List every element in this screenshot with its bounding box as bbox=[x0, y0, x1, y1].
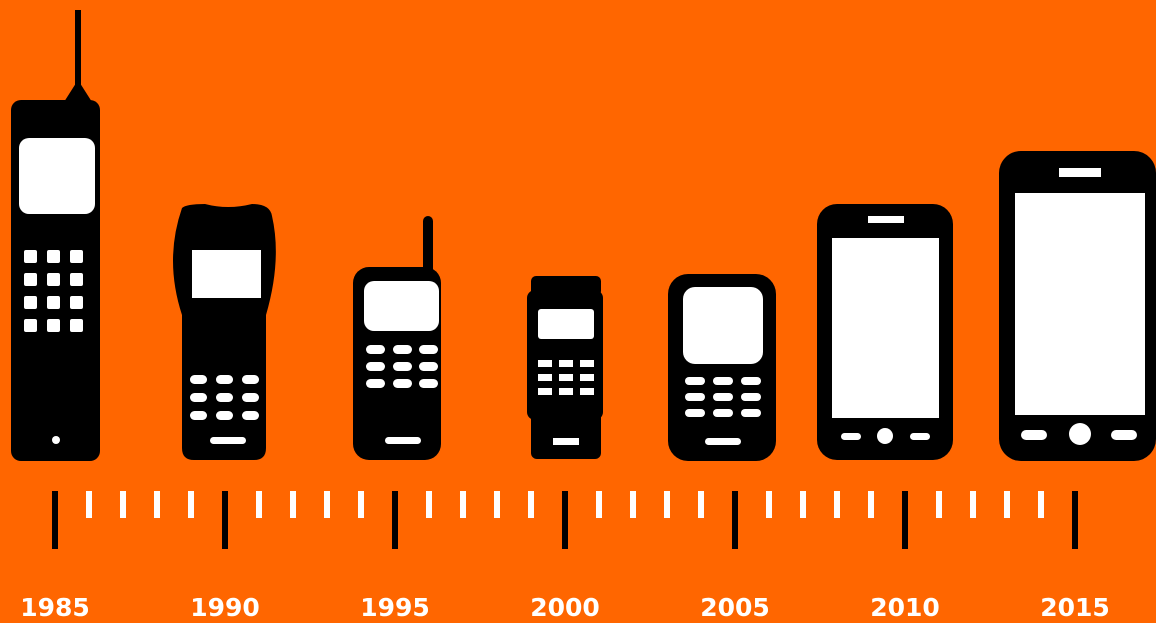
year-label: 2000 bbox=[530, 593, 600, 622]
major-tick bbox=[392, 491, 398, 549]
minor-tick bbox=[834, 491, 840, 518]
smartphone-icon bbox=[817, 204, 953, 460]
major-tick bbox=[1072, 491, 1078, 549]
minor-tick bbox=[936, 491, 942, 518]
handheld-phone-icon bbox=[173, 204, 276, 460]
large-smartphone-icon bbox=[999, 151, 1156, 461]
minor-tick bbox=[630, 491, 636, 518]
antenna-phone-icon bbox=[353, 216, 441, 460]
minor-tick bbox=[188, 491, 194, 518]
minor-tick bbox=[324, 491, 330, 518]
minor-tick bbox=[460, 491, 466, 518]
minor-tick bbox=[256, 491, 262, 518]
minor-tick bbox=[596, 491, 602, 518]
minor-tick bbox=[1038, 491, 1044, 518]
major-tick bbox=[222, 491, 228, 549]
year-label: 1995 bbox=[360, 593, 430, 622]
brick-phone-icon bbox=[11, 10, 100, 461]
minor-tick bbox=[154, 491, 160, 518]
minor-tick bbox=[290, 491, 296, 518]
minor-tick bbox=[494, 491, 500, 518]
minor-tick bbox=[120, 491, 126, 518]
year-label: 2005 bbox=[700, 593, 770, 622]
year-label: 1990 bbox=[190, 593, 260, 622]
minor-tick bbox=[528, 491, 534, 518]
compact-phone-icon bbox=[527, 276, 603, 459]
minor-tick bbox=[664, 491, 670, 518]
minor-tick bbox=[358, 491, 364, 518]
keypad-phone-icon bbox=[668, 274, 776, 461]
major-tick bbox=[52, 491, 58, 549]
year-label: 1985 bbox=[20, 593, 90, 622]
year-label: 2010 bbox=[870, 593, 940, 622]
minor-tick bbox=[970, 491, 976, 518]
year-label: 2015 bbox=[1040, 593, 1110, 622]
minor-tick bbox=[698, 491, 704, 518]
minor-tick bbox=[800, 491, 806, 518]
major-tick bbox=[902, 491, 908, 549]
major-tick bbox=[562, 491, 568, 549]
minor-tick bbox=[766, 491, 772, 518]
timeline-ticks bbox=[52, 491, 1078, 549]
minor-tick bbox=[426, 491, 432, 518]
minor-tick bbox=[1004, 491, 1010, 518]
major-tick bbox=[732, 491, 738, 549]
minor-tick bbox=[868, 491, 874, 518]
minor-tick bbox=[86, 491, 92, 518]
